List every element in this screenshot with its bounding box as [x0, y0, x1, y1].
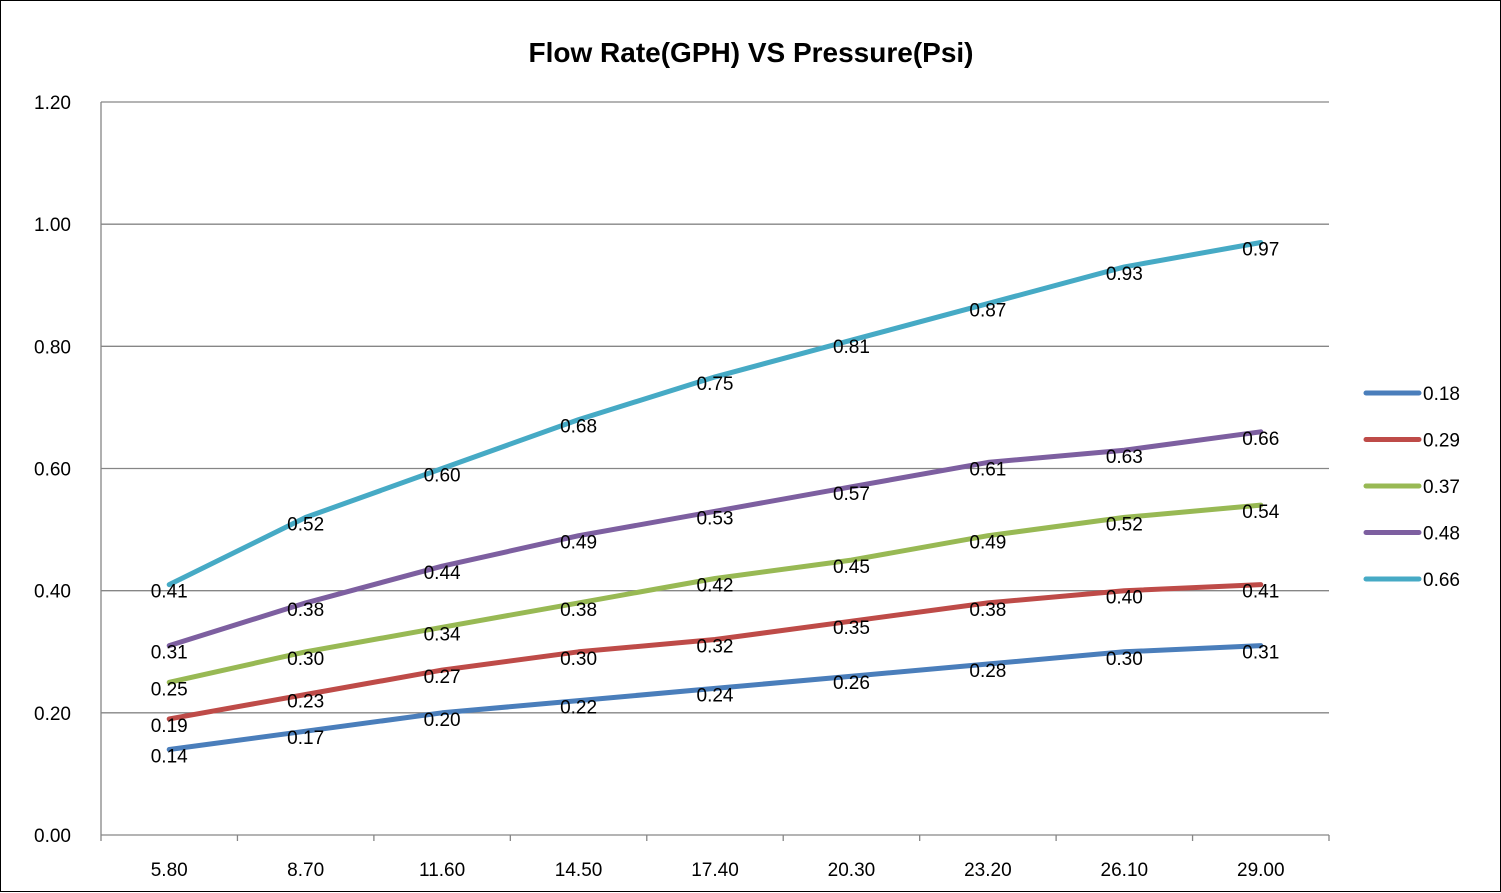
data-label: 0.45: [833, 557, 870, 578]
data-label: 0.87: [969, 301, 1006, 322]
data-labels: 0.14 0.17 0.20 0.22 0.24 0.26 0.28 0.30 0.31 0.19…: [151, 239, 1280, 767]
data-label: 0.68: [560, 417, 597, 438]
data-label: 0.66: [1242, 429, 1279, 450]
legend-label: 0.66: [1423, 570, 1460, 591]
data-label: 0.14: [151, 746, 188, 767]
data-label: 0.34: [424, 624, 461, 645]
data-label: 0.61: [969, 459, 1006, 480]
data-label: 0.30: [560, 649, 597, 670]
data-label: 0.38: [560, 600, 597, 621]
legend-item-0.18[interactable]: 0.18: [1363, 384, 1460, 405]
data-label: 0.40: [1106, 588, 1143, 609]
data-label: 0.93: [1106, 264, 1143, 285]
chart-title: Flow Rate(GPH) VS Pressure(Psi): [528, 37, 973, 68]
data-label: 0.52: [287, 514, 324, 535]
data-label: 0.49: [969, 533, 1006, 554]
data-label: 0.53: [697, 508, 734, 529]
data-label: 0.75: [697, 374, 734, 395]
data-label: 0.41: [1242, 582, 1279, 603]
legend[interactable]: 0.18 0.29 0.37 0.48 0.66: [1363, 384, 1460, 591]
data-label: 0.20: [424, 710, 461, 731]
data-label: 0.27: [424, 667, 461, 688]
x-tick-label: 29.00: [1237, 860, 1285, 881]
data-label: 0.26: [833, 673, 870, 694]
data-label: 0.28: [969, 661, 1006, 682]
legend-label: 0.29: [1423, 431, 1460, 452]
gridlines: [101, 101, 1329, 714]
data-label: 0.54: [1242, 502, 1279, 523]
data-label: 0.57: [833, 484, 870, 505]
x-tick-label: 23.20: [964, 860, 1012, 881]
data-label: 0.19: [151, 716, 188, 737]
data-label: 0.30: [1106, 649, 1143, 670]
data-label: 0.60: [424, 466, 461, 487]
legend-label: 0.18: [1423, 384, 1460, 405]
legend-item-0.48[interactable]: 0.48: [1363, 524, 1460, 545]
data-label: 0.31: [1242, 643, 1279, 664]
x-tick-label: 8.70: [287, 860, 324, 881]
x-tick-label: 17.40: [691, 860, 739, 881]
y-tick-label: 0.20: [34, 704, 71, 725]
legend-item-0.37[interactable]: 0.37: [1363, 477, 1460, 498]
legend-item-0.29[interactable]: 0.29: [1363, 431, 1460, 452]
data-label: 0.44: [424, 563, 461, 584]
y-tick-label: 1.00: [34, 215, 71, 236]
legend-label: 0.37: [1423, 477, 1460, 498]
y-tick-label: 0.40: [34, 582, 71, 603]
data-label: 0.52: [1106, 514, 1143, 535]
data-label: 0.97: [1242, 239, 1279, 260]
data-label: 0.42: [697, 575, 734, 596]
data-label: 0.22: [560, 698, 597, 719]
series-line-0.48: [166, 429, 1264, 649]
data-label: 0.41: [151, 582, 188, 603]
x-tick-label: 5.80: [151, 860, 188, 881]
series-line-0.18: [166, 643, 1264, 752]
data-label: 0.38: [287, 600, 324, 621]
data-label: 0.63: [1106, 447, 1143, 468]
series-lines: [166, 240, 1264, 752]
y-tick-label: 0.60: [34, 460, 71, 481]
data-label: 0.49: [560, 533, 597, 554]
y-tick-label: 0.80: [34, 337, 71, 358]
data-label: 0.23: [287, 692, 324, 713]
series-line-0.29: [166, 582, 1264, 722]
x-tick-label: 11.60: [419, 860, 465, 881]
legend-item-0.66[interactable]: 0.66: [1363, 570, 1460, 591]
data-label: 0.31: [151, 643, 188, 664]
x-tick-label: 14.50: [555, 860, 603, 881]
data-label: 0.30: [287, 649, 324, 670]
data-label: 0.24: [697, 685, 734, 706]
series-line-0.37: [166, 502, 1264, 685]
data-label: 0.25: [151, 679, 188, 700]
data-label: 0.35: [833, 618, 870, 639]
data-label: 0.81: [833, 337, 870, 358]
x-tick-label: 26.10: [1101, 860, 1149, 881]
y-tick-label: 0.00: [34, 826, 71, 847]
data-label: 0.17: [287, 728, 324, 749]
data-label: 0.38: [969, 600, 1006, 621]
legend-label: 0.48: [1423, 524, 1460, 545]
data-label: 0.32: [697, 637, 734, 658]
series-line-0.66: [166, 240, 1264, 588]
x-tick-label: 20.30: [828, 860, 876, 881]
y-tick-label: 1.20: [34, 93, 71, 114]
axes: 0.00 0.20 0.40 0.60 0.80 1.00 1.20 5.80 8.70 11.6…: [34, 93, 1330, 881]
